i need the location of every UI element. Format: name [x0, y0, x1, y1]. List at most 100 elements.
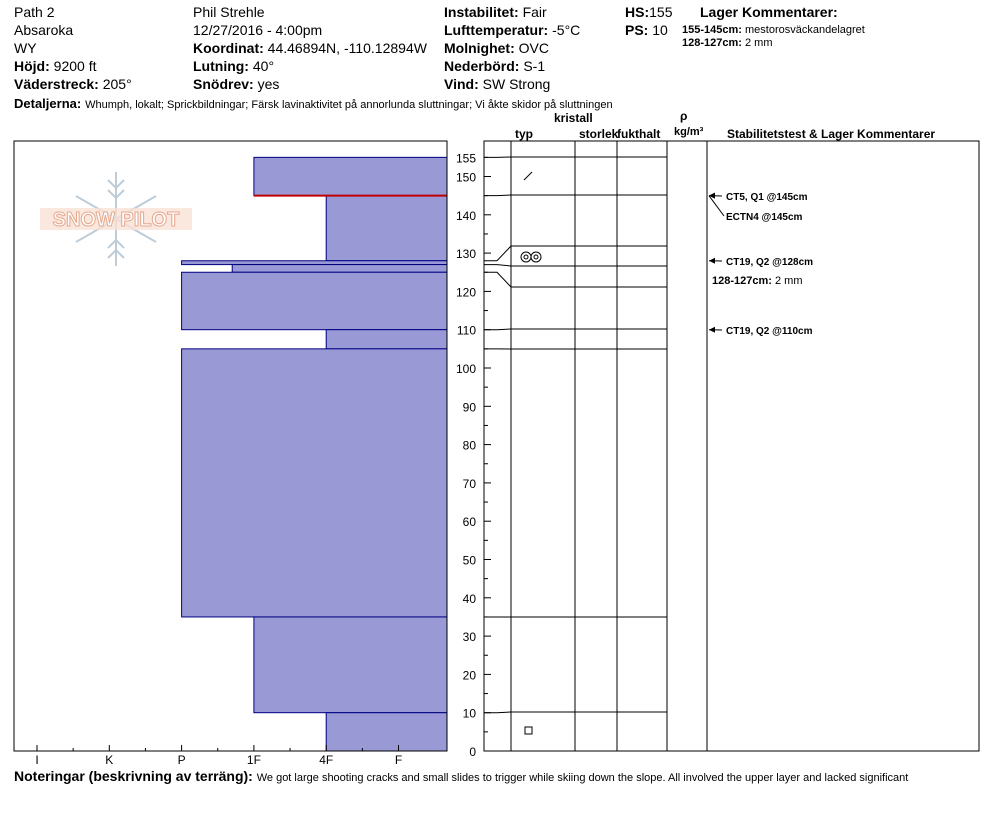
symbol-ring-1 — [530, 251, 542, 263]
hardness-axis: I K P 1F 4F F — [35, 745, 402, 767]
y-tick-label-11: 110 — [457, 324, 476, 338]
layer-note-range: 128-127cm: — [712, 275, 775, 287]
notes-text: We got large shooting cracks and small s… — [256, 772, 909, 784]
wind-label: Vind: — [444, 76, 479, 92]
notes-row: Noteringar (beskrivning av terräng): We … — [14, 768, 908, 785]
annotation-arrow-1 — [709, 192, 715, 199]
hs-label: HS: — [625, 4, 650, 20]
drift-value: yes — [257, 76, 280, 92]
slope-label: Lutning: — [193, 58, 249, 74]
hardness-bar-7 — [253, 616, 448, 714]
table-frame — [483, 140, 708, 752]
col-crystal: kristall — [554, 111, 593, 125]
y-tick-label-8: 80 — [463, 439, 477, 453]
hs-value: 155 — [649, 4, 673, 20]
slope-value: 40° — [252, 58, 275, 74]
symbol-ring-inner-0 — [523, 254, 529, 260]
layer-comment-2: 128-127cm: 2 mm — [682, 37, 773, 50]
layer-comment-1: 155-145cm: mestorosväckandelagret — [682, 24, 865, 37]
wind-value: SW Strong — [482, 76, 551, 92]
symbol-faceted-0 — [523, 171, 533, 181]
y-tick-label-0: 0 — [469, 745, 476, 759]
y-tick-label-3: 30 — [463, 630, 477, 644]
snowpilot-logo — [40, 172, 192, 266]
layer-comment-2-text: 2 mm — [745, 37, 773, 49]
y-tick-label-12: 120 — [456, 285, 476, 299]
drift-label: Snödrev: — [193, 76, 254, 92]
airtemp-label: Lufttemperatur: — [444, 22, 549, 38]
elevation-row: Höjd: 9200 ft — [14, 58, 96, 74]
hardness-bar-4 — [181, 271, 448, 331]
annotation-3: CT19, Q2 @110cm — [726, 326, 813, 337]
x-tick-label-3: 1F — [247, 753, 261, 767]
x-tick-label-0: I — [35, 753, 38, 767]
col-rho: ρ — [680, 109, 688, 123]
col-size: storlek — [579, 127, 619, 141]
annotation-2: CT19, Q2 @128cm — [726, 257, 813, 268]
range-name: Absaroka — [14, 22, 74, 38]
sky-value: OVC — [518, 40, 549, 56]
y-tick-label-13: 130 — [456, 247, 476, 261]
x-tick-label-1: K — [105, 753, 113, 767]
y-tick-label-7: 70 — [463, 477, 477, 491]
plot-frame — [13, 140, 448, 752]
symbol-ring-0 — [520, 251, 532, 263]
layer-boundary-1 — [484, 194, 667, 197]
y-tick-label-1: 10 — [463, 707, 477, 721]
aspect-row: Väderstreck: 205° — [14, 76, 132, 92]
layer-comments-title: Lager Kommentarer: — [700, 4, 838, 20]
details-row: Detaljerna: Whumph, lokalt; Sprickbildni… — [14, 95, 613, 112]
notes-label: Noteringar (beskrivning av terräng): — [14, 768, 253, 784]
wind-row: Vind: SW Strong — [444, 76, 550, 92]
hardness-bar-0 — [253, 156, 448, 197]
instability-value: Fair — [522, 4, 547, 20]
annotation-1: ECTN4 @145cm — [726, 212, 803, 223]
coord-label: Koordinat: — [193, 40, 264, 56]
x-tick-label-4: 4F — [319, 753, 333, 767]
sky-row: Molnighet: OVC — [444, 40, 549, 56]
precip-value: S-1 — [523, 58, 546, 74]
ps-value: 10 — [652, 22, 668, 38]
logo-text: SNOW PILOT — [53, 209, 180, 231]
layer-boundary-3 — [484, 264, 667, 267]
y-tick-label-6: 60 — [463, 515, 477, 529]
layer-boundary-4 — [484, 271, 667, 288]
stability-panel — [706, 140, 980, 752]
state-name: WY — [14, 40, 37, 56]
precip-label: Nederbörd: — [444, 58, 520, 74]
y-tick-label-14: 140 — [456, 209, 476, 223]
crystal-symbols — [520, 171, 542, 735]
drift-row: Snödrev: yes — [193, 76, 279, 92]
coord-row: Koordinat: 44.46894N, -110.12894W — [193, 40, 427, 56]
elevation-label: Höjd: — [14, 58, 50, 74]
height-axis: 0 10 20 30 40 50 60 70 80 90 100 110 120 130 140 150 155 — [456, 151, 491, 759]
details-label: Detaljerna: — [14, 96, 82, 111]
layer-note: 128-127cm: 2 mm — [712, 275, 803, 287]
coord-value: 44.46894N, -110.12894W — [267, 40, 427, 56]
instability-row: Instabilitet: Fair — [444, 4, 547, 20]
sky-label: Molnighet: — [444, 40, 515, 56]
aspect-value: 205° — [102, 76, 132, 92]
hardness-bar-2 — [181, 260, 448, 266]
airtemp-value: -5°C — [552, 22, 581, 38]
y-tick-label-16: 155 — [456, 151, 476, 165]
x-tick-label-5: F — [395, 753, 402, 767]
ps-label: PS: — [625, 22, 649, 38]
x-tick-label-2: P — [178, 753, 186, 767]
annotation-0: CT5, Q1 @145cm — [726, 192, 808, 203]
hardness-bar-8 — [325, 712, 448, 752]
location-name: Path 2 — [14, 4, 55, 20]
y-tick-label-9: 90 — [463, 400, 477, 414]
col-moisture: fukthalt — [617, 127, 661, 141]
hs-row: HS:155 — [625, 4, 672, 20]
y-tick-label-5: 50 — [463, 554, 477, 568]
hardness-bar-1 — [325, 195, 448, 262]
stability-annotations: CT5, Q1 @145cm ECTN4 @145cm CT19, Q2 @128c… — [708, 192, 813, 337]
layer-boundary-2 — [484, 245, 667, 262]
slope-row: Lutning: 40° — [193, 58, 274, 74]
ps-row: PS: 10 — [625, 22, 668, 38]
layer-table — [483, 140, 708, 752]
observer-name: Phil Strehle — [193, 4, 265, 20]
annotation-arrow-3 — [709, 326, 715, 333]
